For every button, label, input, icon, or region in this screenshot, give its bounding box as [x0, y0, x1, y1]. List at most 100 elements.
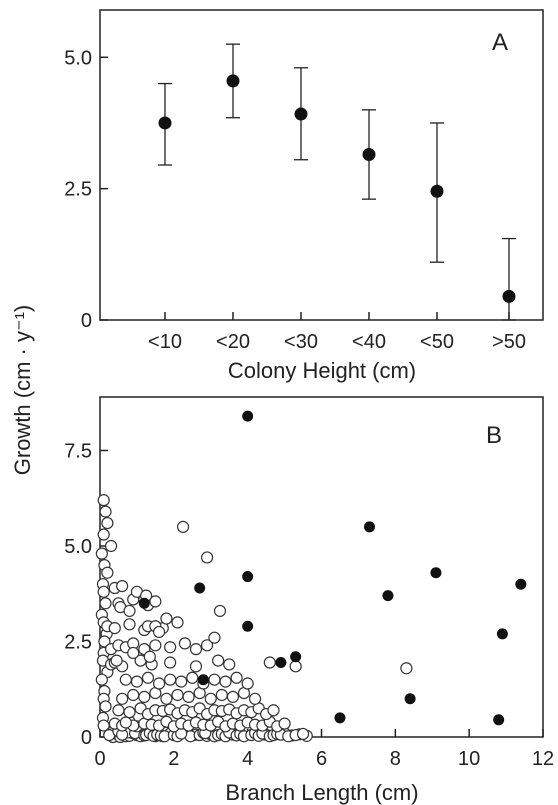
panel-a-x-ticks: <10 <20 <30 <40 <50 >50: [148, 312, 526, 353]
open-data-point: [149, 639, 162, 652]
panel-a: 0 2.5 5.0 <10 <20 <30 <40 <50 >50 A Colony Heig…: [64, 9, 544, 383]
open-data-point: [200, 639, 214, 652]
filled-data-point: [496, 628, 508, 640]
open-data-point: [99, 597, 112, 610]
panel-b-x-tick-label: 4: [242, 748, 253, 770]
open-data-point: [143, 650, 156, 663]
filled-data-point: [363, 521, 375, 533]
filled-data-point: [275, 657, 287, 669]
panel-b-x-tick-label: 2: [168, 748, 179, 770]
panel-a-y-ticks: 0 2.5 5.0: [64, 47, 108, 332]
open-data-point: [160, 612, 173, 625]
open-data-point: [95, 547, 108, 560]
open-data-point: [182, 690, 195, 703]
open-data-point: [278, 717, 291, 730]
open-data-point: [123, 604, 136, 618]
panel-a-x-tick-label: <10: [148, 331, 182, 353]
filled-data-point: [430, 567, 442, 579]
filled-data-point: [197, 674, 209, 686]
open-data-point: [176, 520, 190, 533]
open-data-point: [175, 675, 188, 688]
filled-data-point: [242, 571, 254, 583]
open-data-point: [99, 700, 112, 713]
data-point: [502, 289, 516, 303]
panel-b-x-tick-label: 12: [532, 748, 554, 770]
open-data-point: [138, 690, 151, 703]
open-data-point: [160, 692, 173, 705]
panel-b: 0 2.5 5.0 7.5 0 2 4 6 8 10 12 B Branch Length (cm…: [64, 396, 554, 805]
panel-b-y-tick-label: 7.5: [64, 440, 92, 462]
panel-b-y-tick-label: 5.0: [64, 536, 92, 558]
panel-b-label: B: [486, 422, 502, 449]
filled-data-point: [515, 578, 527, 590]
panel-b-y-tick-label: 2.5: [64, 631, 92, 653]
open-data-point: [123, 618, 136, 631]
open-data-point: [164, 656, 177, 669]
panel-a-label: A: [492, 29, 508, 56]
panel-a-y-tick-label: 5.0: [64, 47, 92, 69]
data-point: [226, 74, 240, 88]
panel-a-x-tick-label: <20: [216, 331, 250, 353]
panel-b-x-tick-label: 10: [458, 748, 480, 770]
open-data-point: [204, 692, 217, 705]
y-axis-title: Growth (cm · y⁻¹): [10, 305, 35, 476]
open-data-point: [219, 675, 232, 688]
panel-a-y-tick-label: 0: [81, 310, 92, 332]
open-data-point: [119, 716, 132, 729]
open-data-point: [189, 643, 203, 656]
filled-data-point: [404, 693, 416, 705]
open-data-point: [130, 675, 144, 688]
open-data-point: [116, 692, 129, 705]
open-data-point: [108, 622, 121, 635]
panel-a-marks: [158, 43, 516, 321]
open-data-point: [186, 671, 199, 684]
data-point: [362, 147, 376, 161]
open-data-point: [213, 604, 227, 618]
filled-data-point: [242, 620, 254, 632]
open-data-point: [230, 671, 243, 684]
open-data-point: [296, 727, 310, 741]
open-data-point: [289, 660, 302, 673]
open-data-point: [400, 662, 413, 675]
open-data-point: [97, 494, 110, 507]
open-data-point: [97, 528, 110, 541]
open-data-point: [127, 688, 140, 702]
open-data-point: [116, 580, 129, 593]
open-data-point: [171, 616, 184, 629]
open-data-point: [164, 673, 177, 686]
filled-data-point: [194, 582, 206, 594]
open-data-point: [223, 658, 236, 671]
open-data-point: [97, 585, 110, 598]
open-data-point: [212, 654, 225, 667]
open-data-point: [95, 673, 108, 686]
open-data-point: [263, 656, 276, 669]
open-data-point: [127, 646, 140, 660]
open-data-point: [208, 631, 221, 644]
data-point: [294, 107, 308, 121]
open-data-point: [152, 625, 166, 639]
panel-b-x-tick-label: 8: [390, 748, 401, 770]
open-data-point: [208, 673, 221, 686]
open-data-point: [99, 505, 112, 518]
panel-b-marks: [95, 410, 527, 744]
panel-b-y-ticks: 0 2.5 5.0 7.5: [64, 440, 108, 749]
open-data-point: [226, 690, 239, 703]
open-data-point: [267, 704, 280, 717]
open-data-point: [215, 688, 228, 702]
open-data-point: [152, 677, 166, 690]
open-data-point: [189, 660, 203, 673]
panel-a-x-tick-label: >50: [492, 331, 526, 353]
panel-b-x-axis-title: Branch Length (cm): [225, 780, 418, 805]
panel-a-x-tick-label: <50: [420, 331, 454, 353]
filled-data-point: [493, 714, 505, 726]
panel-a-x-tick-label: <40: [352, 331, 386, 353]
filled-data-point: [334, 712, 346, 724]
open-data-point: [119, 673, 132, 686]
panel-b-x-tick-label: 0: [94, 748, 105, 770]
panel-a-y-tick-label: 2.5: [64, 179, 92, 201]
open-data-point: [104, 539, 118, 553]
filled-data-point: [382, 590, 394, 602]
open-data-point: [110, 654, 123, 667]
open-data-point: [248, 692, 262, 705]
